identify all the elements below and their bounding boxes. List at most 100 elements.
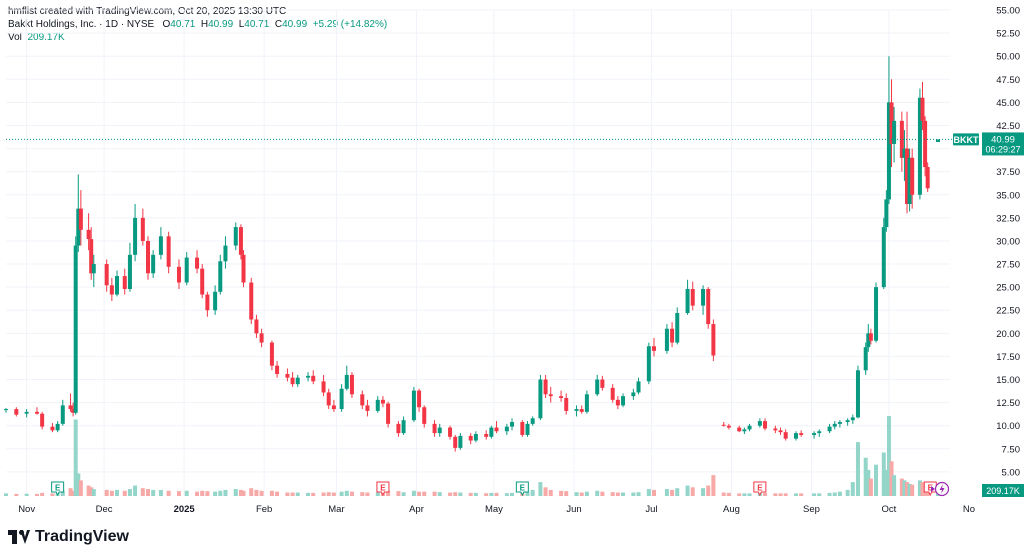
- candle-body: [794, 433, 799, 439]
- price-tag-price: 40.99: [991, 134, 1015, 145]
- volume-tag-bg: [982, 484, 1024, 497]
- y-tick-label: 45.00: [996, 98, 1020, 109]
- lightning-icon[interactable]: [934, 481, 950, 497]
- earnings-icon[interactable]: E: [923, 481, 937, 497]
- candle-body: [812, 433, 817, 435]
- candle-body: [520, 422, 525, 435]
- volume-bar: [837, 491, 842, 496]
- candle-body: [868, 333, 873, 341]
- candle-body: [907, 157, 912, 204]
- candle-body: [213, 291, 218, 311]
- volume-bar: [4, 493, 8, 496]
- volume-bar: [564, 491, 569, 496]
- volume-bar: [874, 464, 879, 496]
- chart-header: hmflist created with TradingView.com, Oc…: [8, 5, 387, 44]
- volume-bar: [889, 461, 894, 496]
- candle-body: [205, 294, 210, 311]
- candle-body: [584, 394, 589, 412]
- earnings-icon[interactable]: E: [753, 481, 767, 497]
- candle-body: [331, 405, 336, 410]
- candle-body: [468, 435, 473, 441]
- volume-bar: [538, 482, 543, 496]
- candle-body: [275, 365, 280, 374]
- candle-body: [721, 424, 726, 426]
- volume-bar: [920, 482, 925, 496]
- volume-bar: [158, 489, 163, 496]
- volume-bar: [484, 493, 489, 496]
- candle-body: [559, 396, 564, 398]
- tradingview-brand[interactable]: TradingView: [8, 528, 129, 546]
- volume-bar: [184, 490, 189, 496]
- volume-bar: [259, 490, 264, 496]
- x-tick-label: Oct: [882, 504, 897, 515]
- volume-bar: [50, 493, 55, 496]
- candle-body: [259, 333, 264, 343]
- price-chart[interactable]: 55.0052.5050.0047.5045.0042.5040.0037.50…: [0, 0, 1024, 520]
- earnings-icon[interactable]: E: [376, 481, 390, 497]
- x-tick-label: No: [963, 504, 975, 515]
- volume-bar: [917, 480, 922, 496]
- volume-bar: [205, 491, 210, 496]
- y-tick-label: 37.50: [996, 167, 1020, 178]
- volume-bar: [690, 487, 695, 496]
- volume-bar: [275, 491, 280, 496]
- candle-body: [737, 427, 742, 432]
- candle-body: [706, 288, 711, 325]
- candle-body: [375, 399, 380, 411]
- volume-bar: [339, 491, 344, 496]
- volume-bar: [241, 490, 246, 496]
- volume-bar: [432, 491, 437, 496]
- earnings-icon[interactable]: E: [515, 481, 529, 497]
- volume-bar: [306, 492, 311, 496]
- volume-bar: [886, 416, 891, 496]
- candle-body: [850, 417, 855, 421]
- volume-bar: [213, 491, 218, 496]
- volume-legend[interactable]: Vol 209.17K: [8, 31, 387, 44]
- earnings-icon-shape: [515, 481, 529, 497]
- candle-body: [396, 423, 401, 434]
- volume-bar: [326, 492, 331, 496]
- candle-body: [817, 431, 822, 434]
- x-tick-label: Apr: [409, 504, 424, 515]
- volume-bar: [868, 478, 873, 496]
- vol-value: 209.17K: [27, 32, 65, 43]
- volume-bar: [321, 492, 326, 496]
- candle-body: [4, 409, 8, 411]
- candle-body: [71, 409, 76, 413]
- volume-bar: [34, 493, 39, 496]
- x-tick-label: Jul: [645, 504, 657, 515]
- candle-body: [437, 427, 442, 434]
- x-tick-label: May: [485, 504, 503, 515]
- candle-body: [295, 377, 300, 385]
- x-tick-label: Feb: [256, 504, 272, 515]
- candle-body: [763, 421, 768, 429]
- volume-bar: [742, 493, 747, 496]
- volume-bar: [269, 490, 274, 496]
- volume-bar: [855, 442, 860, 496]
- volume-bar: [473, 492, 478, 496]
- candle-body: [837, 422, 842, 424]
- candle-body: [453, 436, 458, 448]
- candle-body: [401, 420, 406, 434]
- volume-bar: [401, 492, 406, 496]
- candle-body: [936, 139, 940, 143]
- volume-bar: [783, 493, 788, 496]
- candle-body: [339, 388, 344, 410]
- volume-bar: [311, 492, 316, 496]
- candle-body: [68, 405, 73, 410]
- candle-body: [238, 227, 243, 255]
- ohlc-legend[interactable]: Bakkt Holdings, Inc. · 1D · NYSE O40.71 …: [8, 18, 387, 31]
- candle-body: [884, 199, 889, 228]
- volume-tag: 209.17K: [982, 484, 1024, 497]
- y-tick-label: 10.00: [996, 421, 1020, 432]
- earnings-icon[interactable]: E: [51, 481, 65, 497]
- y-tick-label: 22.50: [996, 306, 1020, 317]
- earnings-icon-shape: [923, 481, 937, 497]
- volume-bar: [726, 492, 731, 496]
- volume-bar: [721, 492, 726, 496]
- candle-body: [892, 120, 897, 144]
- candle-body: [778, 430, 783, 433]
- earnings-icon-label: E: [55, 484, 61, 493]
- x-tick-label: 2025: [174, 504, 196, 515]
